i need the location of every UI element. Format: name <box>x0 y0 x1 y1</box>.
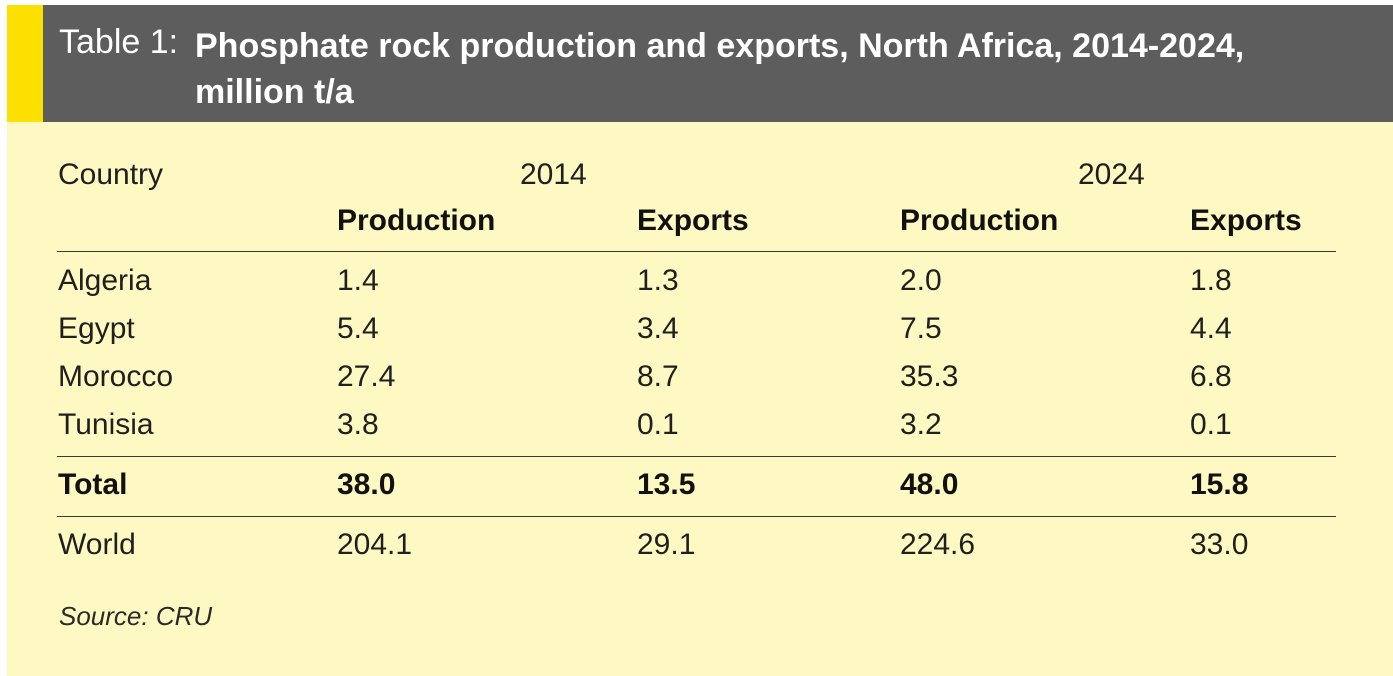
world-divider <box>57 516 1336 517</box>
cell-exports-2024: 0.1 <box>1190 408 1232 441</box>
row-country: Egypt <box>58 312 135 345</box>
year-header-2014: 2014 <box>520 158 587 191</box>
world-production-2014: 204.1 <box>337 528 413 561</box>
cell-exports-2014: 3.4 <box>637 312 679 345</box>
total-production-2014: 38.0 <box>337 468 396 501</box>
row-country: Morocco <box>58 360 174 393</box>
world-label: World <box>58 528 136 561</box>
country-column-header: Country <box>58 158 164 191</box>
total-exports-2014: 13.5 <box>637 468 696 501</box>
year-header-2024: 2024 <box>1078 158 1145 191</box>
cell-exports-2014: 1.3 <box>637 264 679 297</box>
table-panel: Table 1: Phosphate rock production and e… <box>7 5 1393 676</box>
header-divider <box>57 251 1336 252</box>
source-note: Source: CRU <box>59 601 213 631</box>
total-exports-2024: 15.8 <box>1190 468 1249 501</box>
cell-production-2014: 1.4 <box>337 264 379 297</box>
table-title: Phosphate rock production and exports, N… <box>195 27 1245 111</box>
cell-production-2024: 35.3 <box>900 360 959 393</box>
cell-production-2014: 5.4 <box>337 312 379 345</box>
cell-exports-2024: 6.8 <box>1190 360 1232 393</box>
cell-production-2024: 7.5 <box>900 312 942 345</box>
cell-exports-2014: 0.1 <box>637 408 679 441</box>
cell-production-2014: 3.8 <box>337 408 379 441</box>
total-production-2024: 48.0 <box>900 468 959 501</box>
table-number: Table 1: <box>59 23 179 61</box>
subheader-production-2014: Production <box>337 204 496 237</box>
cell-production-2014: 27.4 <box>337 360 396 393</box>
row-country: Algeria <box>58 264 152 297</box>
subheader-production-2024: Production <box>900 204 1059 237</box>
subheader-exports-2014: Exports <box>637 204 749 237</box>
cell-production-2024: 3.2 <box>900 408 942 441</box>
row-country: Tunisia <box>58 408 154 441</box>
accent-bar <box>7 5 43 122</box>
cell-exports-2024: 4.4 <box>1190 312 1232 345</box>
total-divider <box>57 456 1336 457</box>
cell-exports-2014: 8.7 <box>637 360 679 393</box>
cell-production-2024: 2.0 <box>900 264 942 297</box>
world-exports-2024: 33.0 <box>1190 528 1249 561</box>
cell-exports-2024: 1.8 <box>1190 264 1232 297</box>
total-label: Total <box>58 468 128 501</box>
world-production-2024: 224.6 <box>900 528 976 561</box>
subheader-exports-2024: Exports <box>1190 204 1302 237</box>
table-header-bar: Table 1: Phosphate rock production and e… <box>7 5 1393 122</box>
world-exports-2014: 29.1 <box>637 528 696 561</box>
